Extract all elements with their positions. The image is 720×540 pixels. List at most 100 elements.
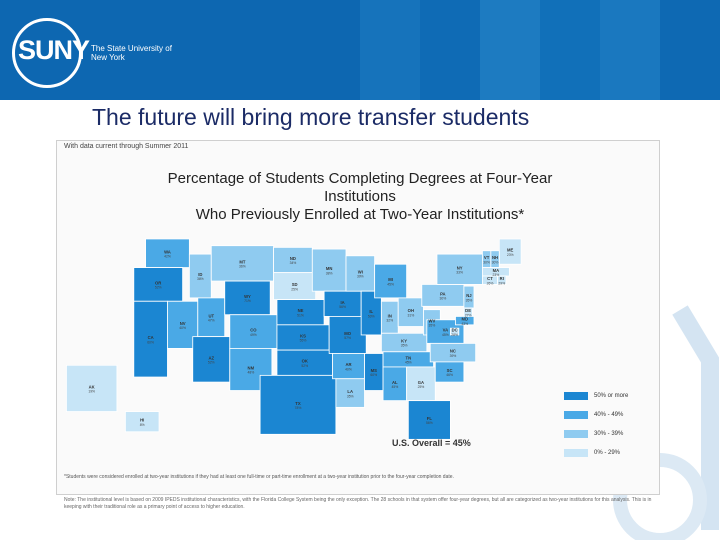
state-abbr-label: MO [344, 331, 352, 336]
header-background-bands [0, 0, 720, 100]
us-overall-label: U.S. Overall = 45% [392, 438, 471, 448]
state-abbr-label: VA [443, 328, 449, 333]
state-abbr-label: AK [89, 384, 95, 389]
state-abbr-label: DC [452, 328, 458, 333]
state-value-label: 55% [300, 339, 307, 343]
legend-row-2: 40% - 49% [564, 409, 654, 421]
legend-label: 0% - 29% [594, 450, 621, 456]
state-shapes [65, 238, 522, 440]
state-abbr-label: AZ [208, 355, 214, 360]
state-value-label: 39% [450, 354, 457, 358]
state-value-label: 35% [401, 344, 408, 348]
state-value-label: 49% [250, 333, 257, 337]
state-abbr-label: AL [392, 380, 398, 385]
state-abbr-label: FL [427, 416, 433, 421]
state-value-label: 71% [244, 299, 251, 303]
state-value-label: 45% [442, 333, 449, 337]
state-abbr-label: WY [244, 294, 251, 299]
state-value-label: 45% [391, 385, 398, 389]
state-value-label: 48% [247, 371, 254, 375]
state-value-label: 28% [451, 333, 458, 337]
state-value-label: 34% [290, 261, 297, 265]
state-value-label: 27% [465, 313, 472, 317]
state-abbr-label: MD [461, 317, 468, 322]
legend-swatch [564, 449, 588, 457]
state-value-label: 35% [429, 324, 436, 328]
state-abbr-label: ME [507, 248, 514, 253]
state-fl [407, 400, 451, 440]
state-value-label: 32% [386, 318, 393, 322]
state-az [192, 336, 231, 383]
state-value-label: 8% [140, 423, 145, 427]
state-abbr-label: UT [208, 313, 214, 318]
state-abbr-label: WI [358, 269, 363, 274]
state-labels: WA42%OR52%CA60%ID38%NV40%UT47%AZ52%MT36%… [88, 248, 513, 427]
state-abbr-label: AR [345, 362, 351, 367]
state-sc [434, 361, 465, 383]
state-abbr-label: TN [406, 355, 412, 360]
state-abbr-label: ID [198, 272, 202, 277]
state-value-label: 60% [370, 373, 377, 377]
state-ny [436, 253, 483, 285]
state-abbr-label: OK [302, 359, 308, 364]
state-value-label: 47% [208, 318, 215, 322]
legend-label: 40% - 49% [594, 412, 624, 418]
state-wi [345, 255, 376, 292]
state-value-label: 35% [347, 394, 354, 398]
state-value-label: 33% [456, 270, 463, 274]
state-ks [276, 324, 330, 351]
state-value-label: 30% [492, 260, 499, 264]
state-abbr-label: WV [429, 318, 436, 323]
state-value-label: 43% [461, 322, 468, 326]
state-value-label: 52% [301, 364, 308, 368]
state-value-label: 52% [208, 361, 215, 365]
state-value-label: 23% [493, 273, 500, 277]
state-abbr-label: OR [155, 280, 161, 285]
state-dc [449, 327, 460, 336]
state-abbr-label: RI [500, 276, 504, 281]
state-abbr-label: MS [371, 368, 378, 373]
state-value-label: 25% [418, 385, 425, 389]
state-abbr-label: LA [347, 389, 353, 394]
state-abbr-label: DE [465, 308, 471, 313]
legend-label: 50% or more [594, 393, 629, 399]
state-abbr-label: SD [292, 282, 298, 287]
state-mt [210, 245, 274, 282]
map-title-line1: Percentage of Students Completing Degree… [167, 170, 553, 205]
state-abbr-label: CA [148, 335, 154, 340]
state-value-label: 40% [345, 367, 352, 371]
state-abbr-label: WA [164, 249, 171, 254]
us-choropleth-map: WA42%OR52%CA60%ID38%NV40%UT47%AZ52%MT36%… [65, 238, 522, 440]
state-value-label: 56% [426, 421, 433, 425]
state-md [455, 316, 475, 326]
legend-swatch [564, 411, 588, 419]
state-ia [323, 290, 362, 317]
state-co [229, 314, 278, 349]
state-value-label: 30% [483, 260, 490, 264]
state-abbr-label: GA [418, 380, 424, 385]
state-abbr-label: NC [450, 349, 456, 354]
state-value-label: 40% [179, 326, 186, 330]
map-title: Percentage of Students Completing Degree… [160, 170, 560, 224]
state-ok [276, 349, 333, 376]
state-abbr-label: KY [401, 339, 407, 344]
map-footnote: *Students were considered enrolled at tw… [64, 474, 454, 480]
state-abbr-label: IL [369, 309, 373, 314]
state-value-label: 51% [297, 313, 304, 317]
state-sd [273, 272, 317, 300]
state-value-label: 35% [466, 298, 473, 302]
state-abbr-label: VT [484, 255, 490, 260]
state-la [335, 378, 365, 408]
state-value-label: 42% [164, 254, 171, 258]
state-abbr-label: NY [457, 265, 463, 270]
state-value-label: 78% [295, 406, 302, 410]
state-ut [197, 297, 226, 338]
state-mi [374, 263, 408, 299]
state-ak [65, 364, 118, 412]
state-mn [311, 248, 347, 292]
state-value-label: 38% [326, 271, 333, 275]
state-value-label: 38% [197, 277, 204, 281]
state-abbr-label: NJ [466, 293, 472, 298]
state-abbr-label: CT [487, 276, 493, 281]
watermark-decoration [613, 305, 719, 540]
